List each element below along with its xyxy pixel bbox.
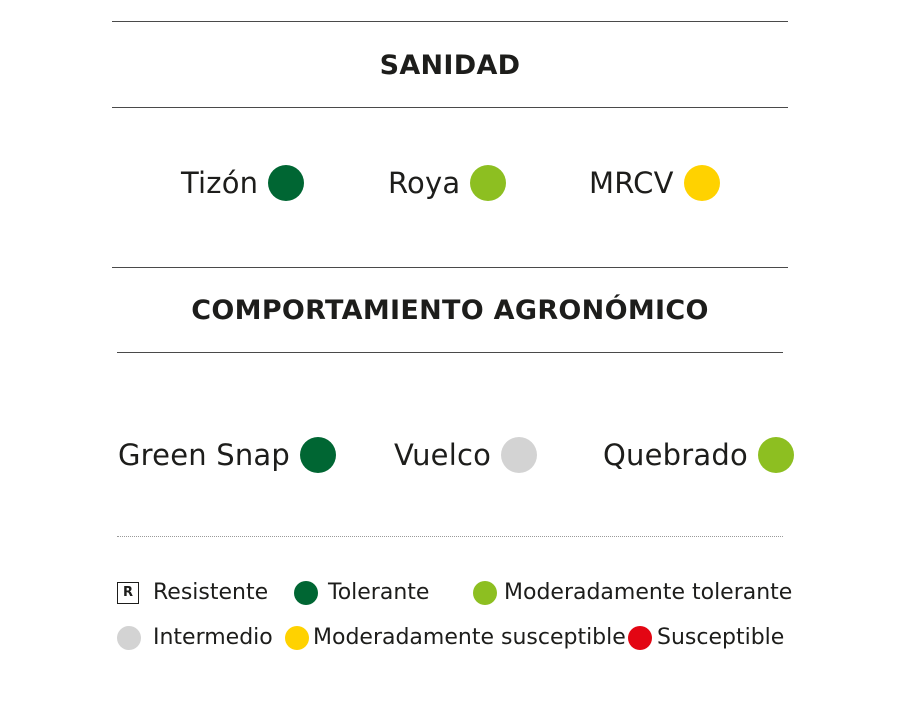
tolerante-dot-icon	[300, 437, 337, 473]
agronomico-heading: COMPORTAMIENTO AGRONÓMICO	[191, 295, 709, 326]
agronomico-divider	[117, 352, 783, 353]
moderadamente-susceptible-dot-icon	[285, 625, 309, 650]
agronomico-top-divider	[112, 267, 788, 268]
tolerante-dot-icon	[294, 580, 318, 605]
legend-label: Moderadamente tolerante	[504, 580, 793, 605]
trait-label: Roya	[388, 166, 461, 200]
trait-label: Green Snap	[118, 438, 291, 472]
sanidad-heading: SANIDAD	[379, 50, 521, 81]
legend-label: Intermedio	[153, 625, 273, 650]
trait-vuelco: Vuelco	[394, 437, 538, 473]
trait-mrcv: MRCV	[589, 165, 720, 201]
moderadamente-tolerante-dot-icon	[757, 437, 794, 473]
top-divider	[112, 21, 788, 22]
trait-tizon: Tizón	[181, 165, 305, 201]
trait-label: Quebrado	[603, 438, 748, 472]
moderadamente-tolerante-dot-icon	[470, 165, 507, 201]
trait-roya: Roya	[388, 165, 507, 201]
resistente-r-icon: R	[117, 581, 139, 604]
trait-label: Tizón	[181, 166, 259, 200]
legend-moderadamente-tolerante: Moderadamente tolerante	[473, 580, 792, 605]
moderadamente-susceptible-dot-icon	[683, 165, 720, 201]
intermedio-dot-icon	[501, 437, 538, 473]
legend-label: Moderadamente susceptible	[313, 625, 626, 650]
trait-label: Vuelco	[394, 438, 492, 472]
legend-label: Resistente	[153, 580, 269, 605]
moderadamente-tolerante-dot-icon	[473, 580, 497, 605]
tolerante-dot-icon	[268, 165, 305, 201]
legend-resistente: R Resistente	[117, 580, 268, 605]
legend-label: Susceptible	[657, 625, 785, 650]
legend-intermedio: Intermedio	[117, 625, 273, 650]
legend-susceptible: Susceptible	[628, 625, 784, 650]
intermedio-dot-icon	[117, 625, 141, 650]
legend-tolerante: Tolerante	[294, 580, 429, 605]
sanidad-divider	[112, 107, 788, 108]
legend-label: Tolerante	[328, 580, 430, 605]
trait-label: MRCV	[589, 166, 674, 200]
trait-quebrado: Quebrado	[603, 437, 794, 473]
legend-moderadamente-susceptible: Moderadamente susceptible	[285, 625, 626, 650]
legend-divider	[117, 536, 783, 537]
susceptible-dot-icon	[628, 625, 652, 650]
trait-green-snap: Green Snap	[118, 437, 337, 473]
